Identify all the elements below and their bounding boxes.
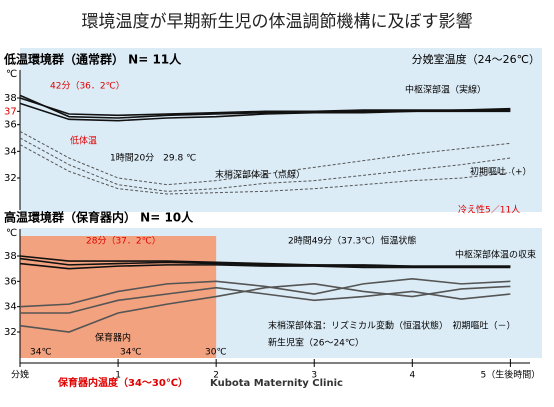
shaded-region	[20, 236, 217, 358]
annotation: 42分（36．2℃）	[50, 81, 125, 92]
chart-title: 高温環境群（保育器内） N= 10人	[4, 210, 194, 225]
annotation: 保育器内	[95, 332, 131, 344]
annotation: 中枢深部温（実線）	[405, 84, 486, 96]
y-tick-label: 36	[4, 276, 17, 287]
annotation: 低体温	[70, 135, 97, 147]
y-tick-label: 34	[4, 146, 17, 157]
chart-title: 低温環境群（通常群） N= 11人	[3, 52, 182, 67]
plot-background	[20, 48, 542, 212]
y-tick-label: 36	[4, 120, 17, 131]
annotation: 末梢深部体温：リズミカル変動（恒温状態） 初期嘔吐（－）	[268, 320, 516, 332]
annotation: 34℃	[120, 348, 142, 358]
x-tick-label: 4	[409, 371, 415, 381]
series-line	[19, 137, 511, 192]
annotation: 末梢深部体温（点線）	[215, 169, 305, 181]
series-line	[19, 144, 511, 195]
annotation: 中枢深部体温の収束	[455, 249, 536, 261]
annotation: 28分（37．2℃）	[86, 236, 161, 247]
page-title: 環境温度が早期新生児の体温調節機構に及ぼす影響	[82, 12, 473, 32]
annotation: 34℃	[30, 348, 52, 358]
y-tick-label: 34	[4, 302, 17, 313]
y-tick-label: 32	[4, 173, 17, 184]
y-tick-label: 37	[4, 106, 17, 117]
y-tick-label: 38	[4, 251, 17, 262]
footer-right: Kubota Maternity Clinic	[210, 378, 343, 389]
x-tick-label: 3	[311, 371, 317, 381]
annotation: 30℃	[205, 348, 227, 358]
y-tick-label: 38	[4, 93, 17, 104]
chart-subtitle: 分娩室温度（24～26℃）	[412, 52, 540, 66]
y-axis-label: ℃	[6, 228, 17, 239]
series-line	[19, 130, 511, 186]
series-line	[19, 262, 511, 270]
x-tick-label: 分娩	[11, 369, 29, 381]
series-line	[19, 102, 511, 122]
y-axis-label: ℃	[6, 69, 17, 80]
annotation: 2時間49分（37.3℃）恒温状態	[288, 235, 416, 247]
y-tick-label: 32	[4, 327, 17, 338]
series-line	[19, 97, 511, 117]
annotation: 新生児室（26～24℃）	[268, 337, 364, 349]
annotation: 冷え性5／11人	[458, 204, 520, 216]
annotation: 初期嘔吐（+）	[470, 166, 532, 178]
series-line	[19, 283, 511, 333]
x-tick-label: 2	[213, 371, 219, 381]
series-line	[19, 277, 511, 308]
annotation: 1時間20分 29.8 ℃	[110, 153, 196, 164]
x-tick-label: 5（生後時間）	[481, 369, 541, 381]
series-line	[19, 255, 511, 267]
footer-left: 保育器内温度（34～30℃）	[57, 376, 188, 389]
x-tick-label: 1	[115, 371, 121, 381]
